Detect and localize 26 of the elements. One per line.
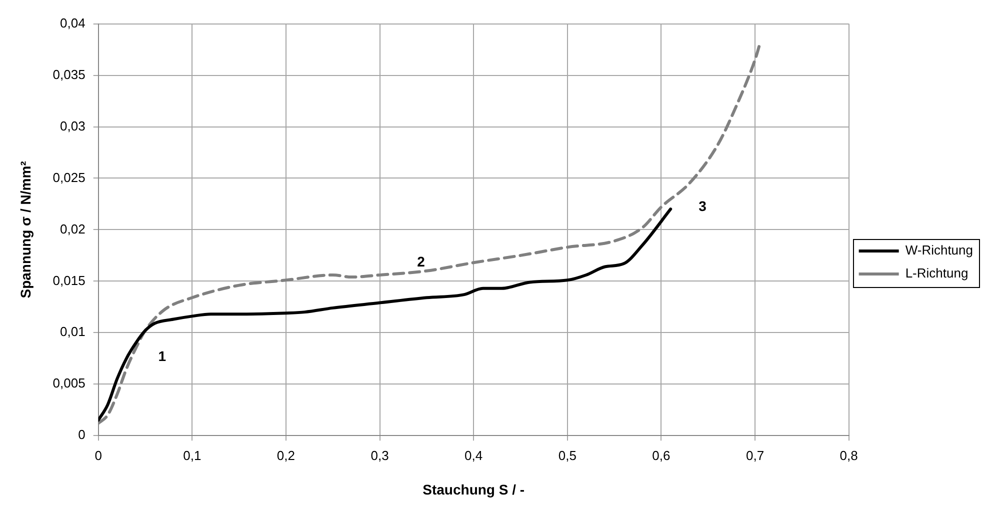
annotation: 2 <box>417 254 426 270</box>
legend-label: W-Richtung <box>905 242 974 258</box>
x-tick-label: 0,4 <box>464 448 483 463</box>
x-tick-label: 0,7 <box>746 448 764 463</box>
x-tick-label: 0 <box>94 448 102 463</box>
x-tick-label: 0,5 <box>558 448 576 463</box>
annotation: 3 <box>698 198 707 214</box>
legend-label: L-Richtung <box>905 266 968 281</box>
y-tick-label: 0,005 <box>52 376 86 391</box>
y-tick-label: 0,015 <box>52 272 86 288</box>
x-tick-label: 0,8 <box>840 448 858 463</box>
x-tick-label: 0,1 <box>183 448 202 463</box>
y-tick-label: 0,04 <box>60 15 86 30</box>
y-axis-title: Spannung σ / N/mm² <box>17 160 34 298</box>
y-tick-label: 0,02 <box>60 221 86 236</box>
x-tick-label: 0,3 <box>370 448 389 463</box>
line-series <box>98 208 672 422</box>
annotation: 1 <box>158 348 166 364</box>
y-tick-label: 0,03 <box>60 118 86 134</box>
y-tick-label: 0,025 <box>52 170 86 185</box>
x-tick-label: 0,2 <box>276 448 295 463</box>
x-axis-title: Stauchung S / - <box>422 481 525 498</box>
x-tick-label: 0,6 <box>652 448 670 463</box>
y-tick-label: 0,01 <box>60 324 86 340</box>
y-tick-label: 0 <box>78 427 86 442</box>
y-tick-label: 0,035 <box>52 66 86 82</box>
